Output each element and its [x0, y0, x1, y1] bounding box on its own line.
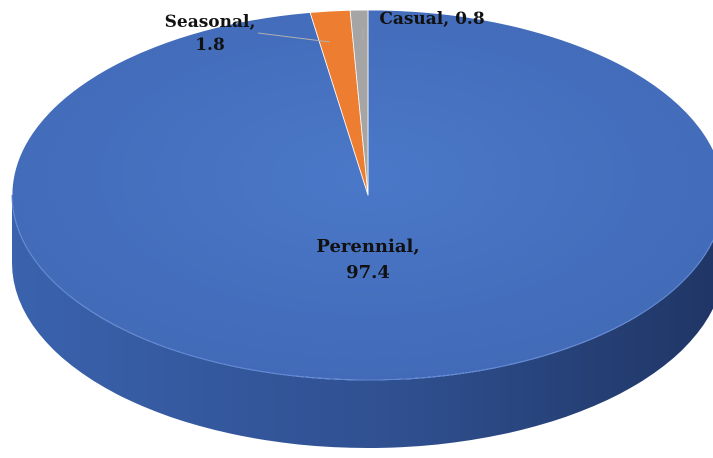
pie-slice-casual: [349, 9, 369, 196]
pie-top-layer: [11, 9, 713, 381]
data-label-casual: Casual, 0.8: [379, 9, 484, 29]
data-label-seasonal-line-2: 1.8: [195, 35, 225, 55]
data-labels: Perennial, 97.4 Seasonal, 1.8 Casual, 0.8: [165, 9, 485, 283]
pie-side-perennial: [12, 195, 713, 448]
pie-rim: [11, 194, 713, 381]
pie-side-layer: [12, 195, 713, 448]
data-label-seasonal-line-1: Seasonal,: [165, 12, 256, 32]
data-label-perennial-line-2: 97.4: [346, 262, 390, 283]
leader-lines: [257, 30, 364, 43]
leader-line-seasonal: [257, 32, 331, 43]
data-label-perennial-line-1: Perennial,: [316, 236, 419, 257]
